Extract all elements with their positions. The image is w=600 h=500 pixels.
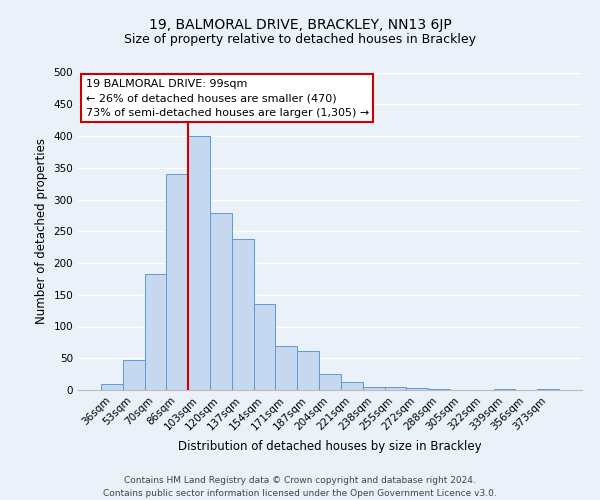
Text: Size of property relative to detached houses in Brackley: Size of property relative to detached ho… xyxy=(124,32,476,46)
Bar xyxy=(166,174,188,390)
Text: Contains HM Land Registry data © Crown copyright and database right 2024.
Contai: Contains HM Land Registry data © Crown c… xyxy=(103,476,497,498)
Bar xyxy=(297,350,319,390)
Bar xyxy=(537,388,559,390)
X-axis label: Distribution of detached houses by size in Brackley: Distribution of detached houses by size … xyxy=(178,440,482,453)
Bar xyxy=(363,387,385,390)
Bar xyxy=(123,360,145,390)
Bar xyxy=(494,388,515,390)
Bar xyxy=(101,384,123,390)
Bar xyxy=(275,346,297,390)
Text: 19, BALMORAL DRIVE, BRACKLEY, NN13 6JP: 19, BALMORAL DRIVE, BRACKLEY, NN13 6JP xyxy=(149,18,451,32)
Bar xyxy=(145,274,166,390)
Bar xyxy=(232,239,254,390)
Bar xyxy=(254,304,275,390)
Text: 19 BALMORAL DRIVE: 99sqm
← 26% of detached houses are smaller (470)
73% of semi-: 19 BALMORAL DRIVE: 99sqm ← 26% of detach… xyxy=(86,79,369,118)
Bar xyxy=(210,214,232,390)
Bar xyxy=(385,387,406,390)
Bar xyxy=(428,388,450,390)
Bar xyxy=(319,374,341,390)
Bar xyxy=(188,136,210,390)
Y-axis label: Number of detached properties: Number of detached properties xyxy=(35,138,48,324)
Bar xyxy=(406,388,428,390)
Bar xyxy=(341,382,363,390)
